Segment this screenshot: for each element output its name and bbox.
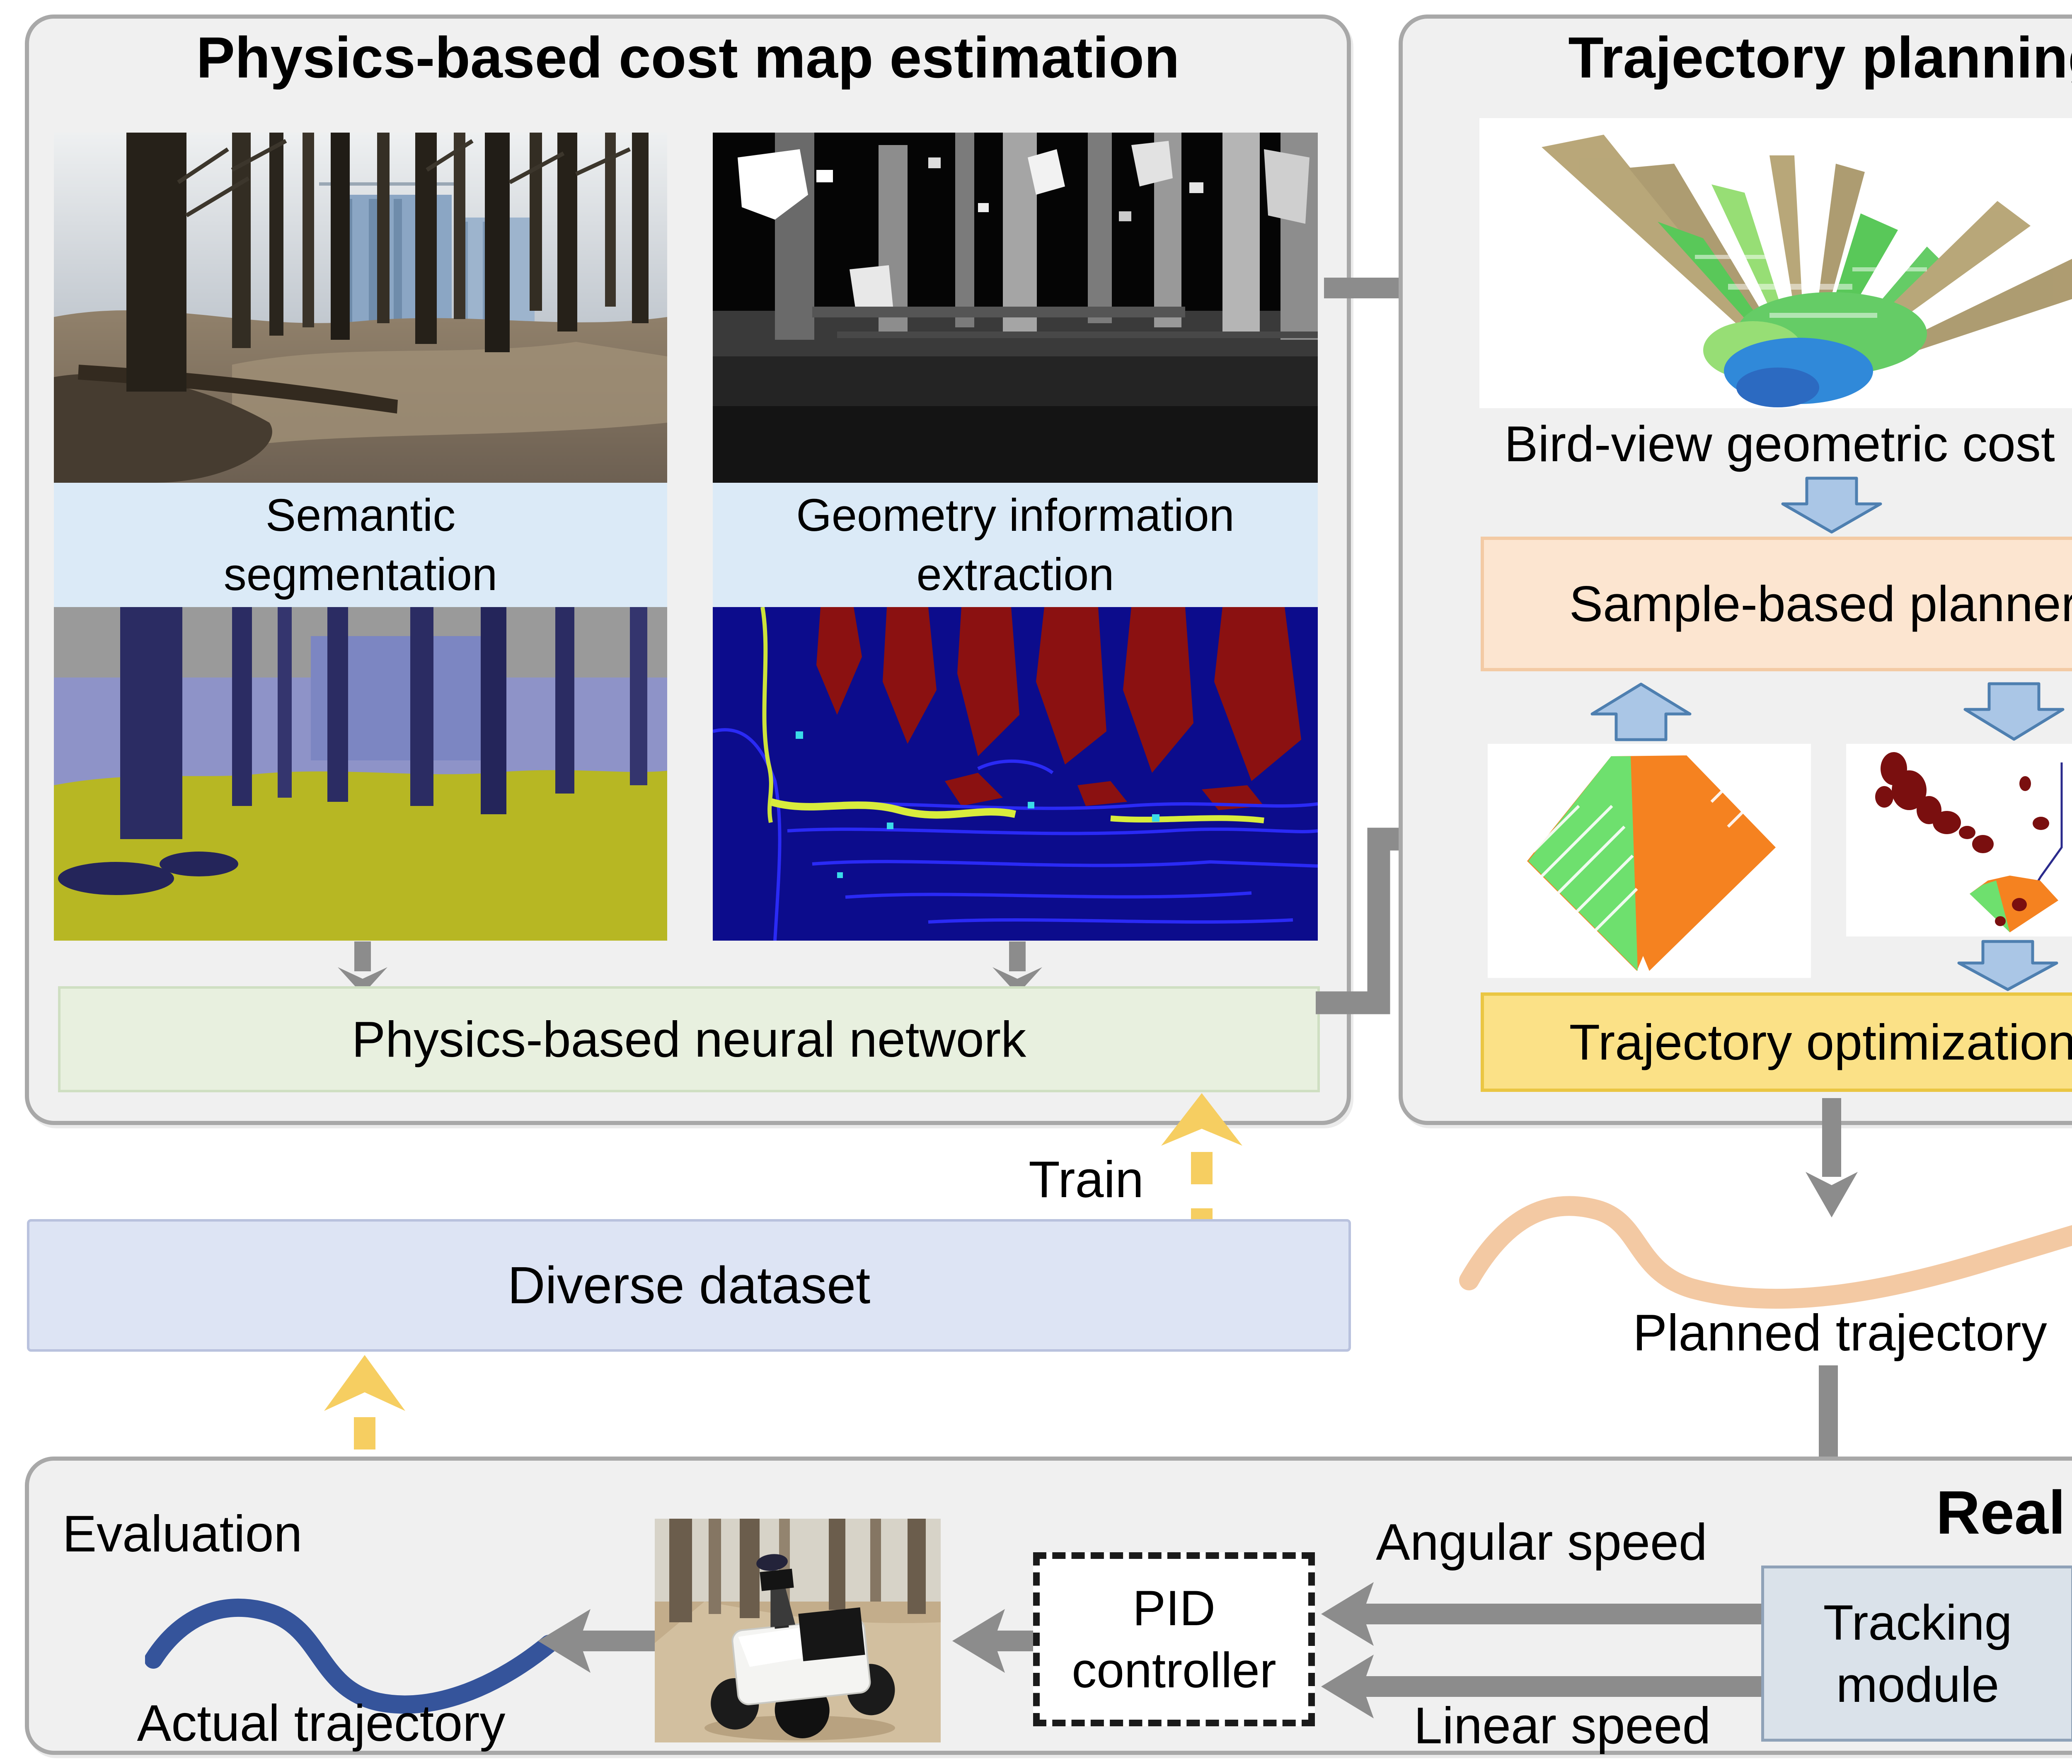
sample-planner-box: Sample-based planner: [1481, 537, 2072, 671]
realworld-title: Real world: [1936, 1478, 2072, 1547]
arrow-pid-to-robot: [952, 1609, 1036, 1673]
planner-result-image: [1846, 744, 2072, 936]
evaluation-label: Evaluation: [62, 1505, 303, 1563]
pid-controller-box: PID controller: [1033, 1552, 1315, 1726]
arrow-robot-to-actual: [538, 1609, 655, 1673]
actual-trajectory-label: Actual trajectory: [137, 1695, 506, 1752]
block-arrow-up: [1590, 682, 1692, 741]
arrow-seg-to-network: [338, 941, 387, 995]
train-label: Train: [1029, 1151, 1144, 1208]
arrow-optimization-to-planned: [1806, 1098, 1858, 1217]
network-box: Physics-based neural network: [58, 986, 1320, 1092]
costmap-panel-title: Physics-based cost map estimation: [196, 25, 1180, 90]
linear-speed-label: Linear speed: [1414, 1697, 1711, 1754]
optimization-label: Trajectory optimization: [1569, 1014, 2072, 1070]
pid-controller-label: PID controller: [1072, 1580, 1276, 1698]
dataset-box: Diverse dataset: [27, 1219, 1351, 1352]
tracking-module-box: Tracking module: [1761, 1566, 2072, 1742]
depth-image: [713, 133, 1318, 483]
geometry-label: Geometry information extraction: [796, 490, 1234, 600]
sample-planner-label: Sample-based planner: [1569, 576, 2072, 632]
geometry-feature-image: [713, 607, 1318, 941]
planned-trajectory-label: Planned trajectory: [1633, 1304, 2047, 1362]
arrow-angular: [1321, 1582, 1761, 1646]
segmentation-image: [54, 607, 667, 941]
planned-trajectory-curve: [1459, 1196, 2072, 1309]
costmap-fan-image: [1488, 744, 1811, 978]
actual-trajectory-curve: [145, 1598, 558, 1714]
block-arrow-down-2: [1963, 682, 2065, 741]
tracking-module-label: Tracking module: [1823, 1595, 2012, 1713]
semantic-label-band: Semantic segmentation: [54, 483, 667, 607]
angular-speed-label: Angular speed: [1376, 1514, 1707, 1571]
semantic-label: Semantic segmentation: [223, 490, 498, 600]
birdview-label: Bird-view geometric cost map: [1504, 416, 2072, 472]
robot-photo: [655, 1519, 941, 1742]
train-arrow: [1161, 1093, 1242, 1227]
planning-panel-title: Trajectory planning: [1568, 25, 2072, 90]
optimization-box: Trajectory optimization: [1481, 992, 2072, 1092]
birdview-image: [1479, 118, 2072, 408]
block-arrow-down-3: [1957, 940, 2058, 991]
arrow-geom-to-network: [992, 941, 1042, 995]
forest-photo: [54, 133, 667, 483]
block-arrow-down-1: [1781, 477, 1882, 534]
dataset-label: Diverse dataset: [507, 1256, 871, 1315]
arrow-linear: [1321, 1655, 1761, 1718]
geometry-label-band: Geometry information extraction: [713, 483, 1318, 607]
network-label: Physics-based neural network: [351, 1011, 1026, 1067]
